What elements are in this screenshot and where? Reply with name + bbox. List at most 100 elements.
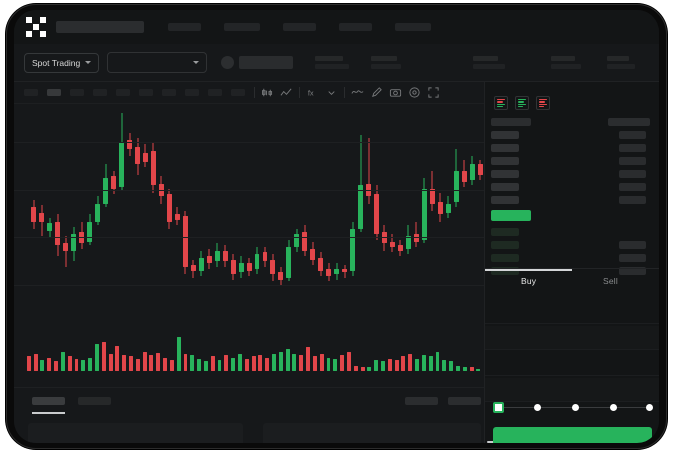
orderbook-col-header-price (491, 118, 531, 126)
volume-bar (108, 354, 113, 371)
line-chart-icon[interactable] (280, 86, 293, 99)
orderbook-ask-amount (619, 170, 646, 178)
orderbook-both-icon[interactable] (494, 96, 508, 110)
volume-bar (333, 358, 338, 371)
trade-sidebar: Buy Sell (484, 82, 659, 443)
volume-bar (326, 357, 331, 371)
orderbook-ask-row[interactable] (491, 183, 519, 191)
candle (318, 104, 324, 294)
volume-bar (94, 344, 99, 371)
volume-bar (67, 356, 72, 371)
timeframe-button-8[interactable] (208, 89, 222, 96)
fullscreen-icon[interactable] (427, 86, 440, 99)
volume-bar (149, 355, 154, 371)
tab-sell[interactable]: Sell (603, 276, 618, 286)
timeframe-button-9[interactable] (231, 89, 245, 96)
orderbook-asks-icon[interactable] (536, 96, 550, 110)
price-chart[interactable] (14, 104, 484, 387)
orderbook-bid-row[interactable] (491, 254, 519, 262)
timeframe-button-5[interactable] (139, 89, 153, 96)
bottom-action-0[interactable] (405, 397, 438, 405)
ticker-stat-3 (473, 56, 506, 69)
pencil-icon[interactable] (370, 86, 383, 99)
order-field-0[interactable] (485, 300, 659, 324)
candle (222, 104, 228, 294)
candle (143, 104, 148, 294)
slider-stop-100[interactable] (646, 404, 653, 411)
orderbook-ask-row[interactable] (491, 196, 519, 204)
orderbook-ask-amount (619, 131, 646, 139)
timeframe-button-3[interactable] (93, 89, 107, 96)
volume-bar (163, 357, 167, 371)
orderbook-ask-row[interactable] (491, 131, 519, 139)
amount-percent-slider[interactable] (493, 402, 653, 414)
order-field-3[interactable] (485, 378, 659, 402)
settings-icon[interactable] (408, 86, 421, 99)
orderbook-ask-row[interactable] (491, 157, 519, 165)
candle (453, 104, 459, 294)
bottom-panel-right[interactable] (263, 423, 481, 443)
ticker-stat-2 (371, 56, 402, 69)
candle (350, 104, 356, 294)
nav-item-3[interactable] (283, 23, 316, 31)
toolbar-divider (299, 87, 300, 98)
candle (389, 104, 395, 294)
volume-bar (272, 354, 276, 371)
bottom-tab-1[interactable] (78, 397, 111, 405)
nav-primary-item[interactable] (56, 21, 144, 33)
order-field-2[interactable] (485, 352, 659, 376)
volume-bar (244, 358, 249, 371)
candle (174, 104, 180, 294)
tab-buy[interactable]: Buy (521, 276, 537, 286)
chevron-down-icon[interactable] (325, 86, 338, 99)
ticker-stat-label (607, 56, 630, 61)
nav-item-1[interactable] (168, 23, 201, 31)
ticker-stat-4 (551, 56, 582, 69)
wave-icon[interactable] (351, 86, 364, 99)
okx-logo[interactable] (26, 17, 46, 37)
candle (397, 104, 403, 294)
order-field-1[interactable] (485, 326, 659, 350)
timeframe-button-1[interactable] (47, 89, 61, 96)
slider-stop-50[interactable] (572, 404, 579, 411)
toolbar-divider (254, 87, 255, 98)
coin-avatar (221, 56, 235, 69)
nav-item-4[interactable] (339, 23, 372, 31)
slider-handle[interactable] (493, 402, 504, 413)
camera-icon[interactable] (389, 86, 402, 99)
volume-bar (278, 351, 283, 371)
submit-buy-button[interactable] (493, 427, 652, 443)
candle (461, 104, 467, 294)
market-type-selector[interactable]: Spot Trading (24, 52, 100, 73)
orderbook-bid-row[interactable] (491, 267, 519, 275)
bottom-tab-0[interactable] (32, 397, 65, 405)
chart-toolbar: fx (14, 82, 659, 104)
candlestick-chart-icon[interactable] (261, 86, 274, 99)
orderbook-bids-icon[interactable] (515, 96, 529, 110)
orderbook-mode-icons (494, 96, 550, 110)
candle (158, 104, 164, 294)
slider-stop-75[interactable] (610, 404, 617, 411)
nav-item-2[interactable] (224, 23, 260, 31)
volume-bar (74, 358, 79, 371)
orderbook-bid-row[interactable] (491, 228, 519, 236)
timeframe-button-0[interactable] (24, 89, 38, 96)
bottom-action-1[interactable] (448, 397, 481, 405)
pair-selector[interactable] (107, 52, 208, 73)
orderbook-bid-row[interactable] (491, 241, 519, 249)
timeframe-button-7[interactable] (185, 89, 199, 96)
timeframe-button-6[interactable] (162, 89, 176, 96)
indicator-icon[interactable]: fx (306, 86, 319, 99)
orderbook-ask-row[interactable] (491, 170, 519, 178)
bottom-panel-left[interactable] (28, 423, 243, 443)
nav-item-5[interactable] (395, 23, 431, 31)
orderbook-ask-row[interactable] (491, 144, 519, 152)
timeframe-button-2[interactable] (70, 89, 84, 96)
ticker-stat-label (551, 56, 576, 61)
volume-bar (319, 354, 324, 371)
timeframe-button-4[interactable] (116, 89, 130, 96)
header-nav (168, 23, 431, 31)
candle (413, 104, 419, 294)
slider-stop-25[interactable] (534, 404, 541, 411)
ticker-stat-value (371, 64, 402, 69)
